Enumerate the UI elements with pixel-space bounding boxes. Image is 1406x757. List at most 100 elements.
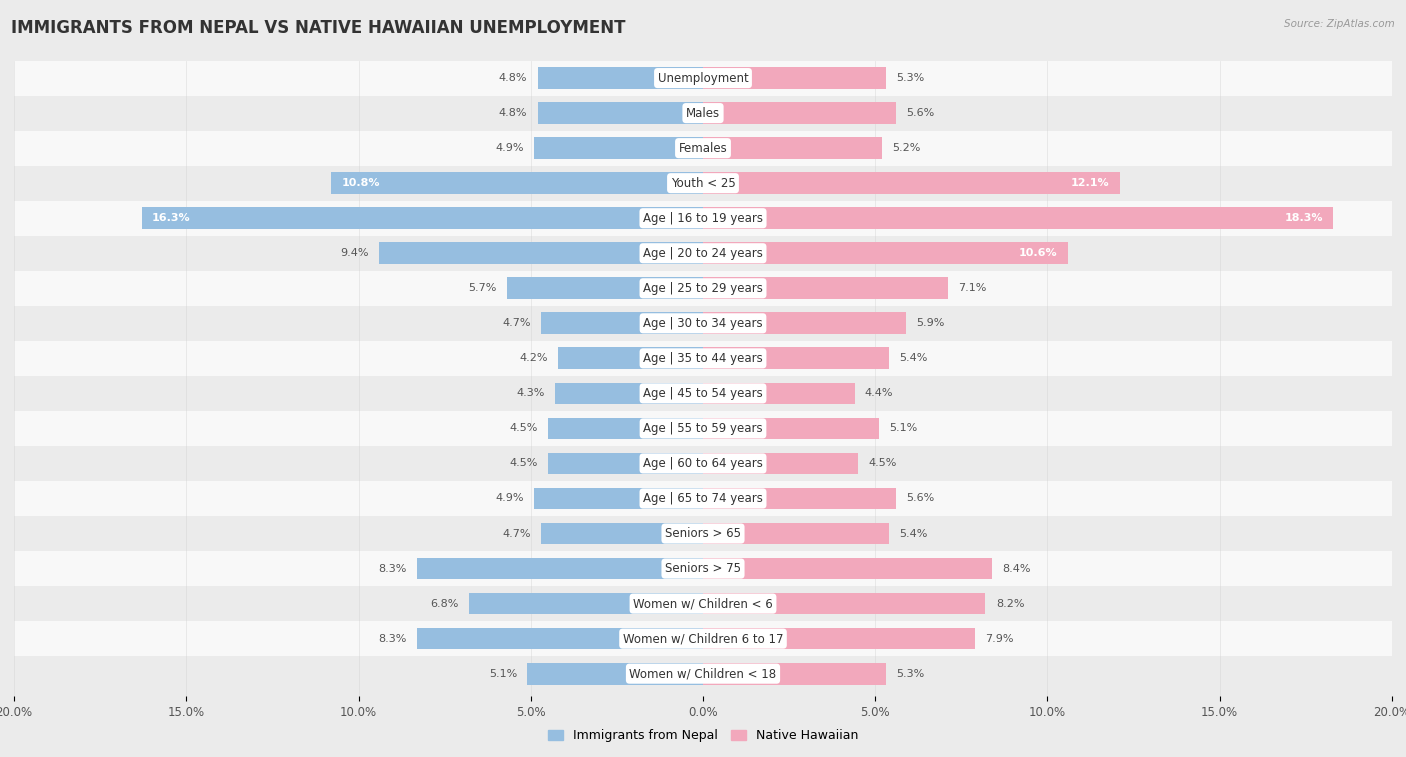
Bar [14, 656, 1392, 691]
Bar [380, 242, 703, 264]
Text: 5.1%: 5.1% [889, 423, 917, 434]
Text: Youth < 25: Youth < 25 [671, 176, 735, 190]
Bar [537, 67, 703, 89]
Text: 10.6%: 10.6% [1019, 248, 1057, 258]
Text: 4.3%: 4.3% [516, 388, 544, 398]
Text: 18.3%: 18.3% [1285, 213, 1323, 223]
Bar [14, 481, 1392, 516]
Text: 12.1%: 12.1% [1071, 178, 1109, 188]
Bar [703, 593, 986, 615]
Bar [703, 242, 1069, 264]
Text: 5.6%: 5.6% [907, 494, 935, 503]
Bar [703, 277, 948, 299]
Bar [14, 376, 1392, 411]
Text: 5.4%: 5.4% [900, 528, 928, 538]
Bar [14, 235, 1392, 271]
Bar [14, 271, 1392, 306]
Bar [14, 516, 1392, 551]
Text: 16.3%: 16.3% [152, 213, 190, 223]
Bar [14, 95, 1392, 131]
Bar [548, 418, 703, 439]
Bar [703, 173, 1119, 194]
Text: 5.3%: 5.3% [896, 73, 924, 83]
Text: Seniors > 65: Seniors > 65 [665, 527, 741, 540]
Bar [703, 347, 889, 369]
Bar [527, 663, 703, 684]
Text: IMMIGRANTS FROM NEPAL VS NATIVE HAWAIIAN UNEMPLOYMENT: IMMIGRANTS FROM NEPAL VS NATIVE HAWAIIAN… [11, 19, 626, 37]
Bar [14, 621, 1392, 656]
Text: 6.8%: 6.8% [430, 599, 458, 609]
Text: Age | 55 to 59 years: Age | 55 to 59 years [643, 422, 763, 435]
Bar [558, 347, 703, 369]
Text: Unemployment: Unemployment [658, 72, 748, 85]
Bar [703, 313, 907, 334]
Bar [14, 551, 1392, 586]
Bar [14, 61, 1392, 95]
Bar [703, 418, 879, 439]
Bar [703, 453, 858, 475]
Text: Age | 20 to 24 years: Age | 20 to 24 years [643, 247, 763, 260]
Bar [14, 166, 1392, 201]
Text: 4.9%: 4.9% [495, 494, 524, 503]
Text: 8.2%: 8.2% [995, 599, 1025, 609]
Bar [703, 102, 896, 124]
Text: 5.1%: 5.1% [489, 668, 517, 679]
Bar [534, 488, 703, 509]
Bar [555, 382, 703, 404]
Bar [14, 446, 1392, 481]
Text: 4.7%: 4.7% [502, 528, 531, 538]
Bar [14, 411, 1392, 446]
Bar [541, 522, 703, 544]
Bar [468, 593, 703, 615]
Text: 4.2%: 4.2% [519, 354, 548, 363]
Legend: Immigrants from Nepal, Native Hawaiian: Immigrants from Nepal, Native Hawaiian [543, 724, 863, 747]
Bar [703, 67, 886, 89]
Bar [703, 628, 976, 650]
Text: Source: ZipAtlas.com: Source: ZipAtlas.com [1284, 19, 1395, 29]
Bar [537, 102, 703, 124]
Bar [703, 488, 896, 509]
Text: 8.4%: 8.4% [1002, 563, 1031, 574]
Text: 9.4%: 9.4% [340, 248, 368, 258]
Bar [418, 628, 703, 650]
Text: 4.8%: 4.8% [499, 108, 527, 118]
Text: 7.9%: 7.9% [986, 634, 1014, 643]
Text: 5.3%: 5.3% [896, 668, 924, 679]
Text: 4.5%: 4.5% [509, 459, 537, 469]
Bar [703, 522, 889, 544]
Text: 8.3%: 8.3% [378, 563, 406, 574]
Bar [418, 558, 703, 579]
Text: Age | 35 to 44 years: Age | 35 to 44 years [643, 352, 763, 365]
Text: 5.7%: 5.7% [468, 283, 496, 293]
Text: Age | 16 to 19 years: Age | 16 to 19 years [643, 212, 763, 225]
Text: 7.1%: 7.1% [957, 283, 986, 293]
Bar [703, 137, 882, 159]
Bar [14, 341, 1392, 376]
Text: 4.5%: 4.5% [509, 423, 537, 434]
Text: Age | 25 to 29 years: Age | 25 to 29 years [643, 282, 763, 294]
Text: 10.8%: 10.8% [342, 178, 380, 188]
Text: Women w/ Children < 18: Women w/ Children < 18 [630, 667, 776, 681]
Bar [548, 453, 703, 475]
Bar [506, 277, 703, 299]
Bar [330, 173, 703, 194]
Bar [703, 207, 1333, 229]
Text: 5.2%: 5.2% [893, 143, 921, 153]
Text: 5.4%: 5.4% [900, 354, 928, 363]
Bar [14, 306, 1392, 341]
Text: 4.5%: 4.5% [869, 459, 897, 469]
Bar [14, 201, 1392, 235]
Text: 5.9%: 5.9% [917, 319, 945, 329]
Text: 8.3%: 8.3% [378, 634, 406, 643]
Bar [534, 137, 703, 159]
Text: Seniors > 75: Seniors > 75 [665, 562, 741, 575]
Bar [142, 207, 703, 229]
Bar [14, 586, 1392, 621]
Text: Females: Females [679, 142, 727, 154]
Text: 4.9%: 4.9% [495, 143, 524, 153]
Text: Age | 60 to 64 years: Age | 60 to 64 years [643, 457, 763, 470]
Bar [14, 131, 1392, 166]
Bar [703, 382, 855, 404]
Text: 4.4%: 4.4% [865, 388, 893, 398]
Text: 4.7%: 4.7% [502, 319, 531, 329]
